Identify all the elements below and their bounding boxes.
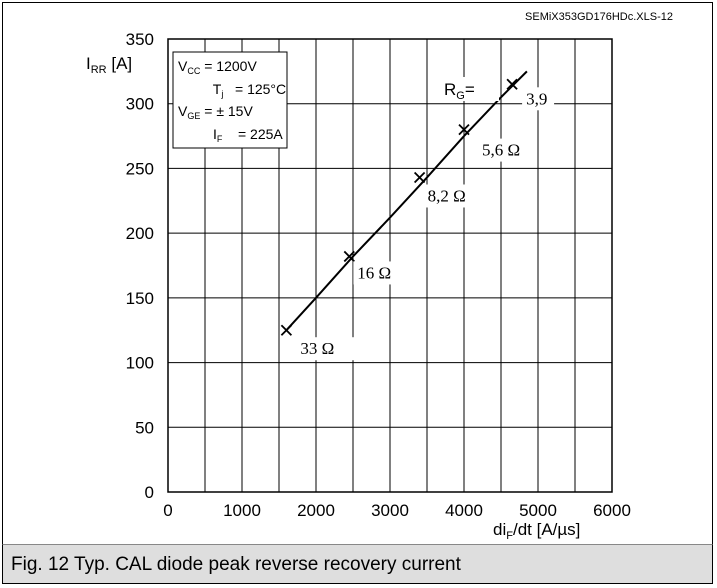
y-tick-label: 100 bbox=[126, 354, 154, 373]
marker: 33 Ω bbox=[280, 324, 357, 361]
y-tick-label: 200 bbox=[126, 224, 154, 243]
y-axis-label-unit: [A] bbox=[107, 54, 133, 73]
marker-label: 16 Ω bbox=[357, 263, 391, 282]
marker: 8,2 Ω bbox=[413, 171, 476, 208]
y-tick-label: 300 bbox=[126, 95, 154, 114]
x-tick-label: 3000 bbox=[371, 501, 409, 520]
marker-label: 8,2 Ω bbox=[428, 186, 466, 205]
y-axis-label-subscript: RR bbox=[91, 64, 107, 76]
figure-caption: Fig. 12 Typ. CAL diode peak reverse reco… bbox=[11, 554, 461, 575]
x-axis-label-subscript: F bbox=[506, 530, 513, 542]
marker-label: 33 Ω bbox=[300, 339, 334, 358]
markers: 33 Ω 16 Ω 8,2 Ω 5,6 Ω 3,9 bbox=[280, 78, 555, 361]
figure-id: SEMiX353GD176HDc.XLS-12 bbox=[525, 11, 673, 23]
x-axis-label: diF/dt [A/µs] bbox=[493, 520, 580, 542]
rg-label: RG= bbox=[444, 80, 475, 102]
condition-tj: Tj = 125°C bbox=[178, 81, 313, 99]
condition-vge: VGE = ± 15V bbox=[178, 103, 253, 121]
y-tick-label: 50 bbox=[135, 418, 154, 437]
x-tick-label: 5000 bbox=[519, 501, 557, 520]
y-tick-label: 0 bbox=[145, 483, 154, 502]
x-axis-label-prefix: di bbox=[493, 520, 506, 539]
marker: 3,9 bbox=[506, 78, 555, 111]
axes bbox=[167, 38, 613, 493]
x-axis-label-unit: /dt [A/µs] bbox=[513, 520, 580, 539]
x-tick-label: 4000 bbox=[445, 501, 483, 520]
y-tick-label: 150 bbox=[126, 289, 154, 308]
x-tick-label: 1000 bbox=[223, 501, 261, 520]
marker-label: 5,6 Ω bbox=[482, 141, 520, 160]
x-tick-label: 2000 bbox=[297, 501, 335, 520]
conditions-box: VCC = 1200V Tj = 125°C VGE = ± 15V IF = … bbox=[172, 51, 313, 149]
y-tick-label: 350 bbox=[126, 30, 154, 49]
chart: 0 1000 2000 3000 4000 5000 6000 0 50 100 150 200 25… bbox=[86, 11, 673, 542]
y-axis-label-symbol: I bbox=[86, 54, 91, 73]
condition-vcc: VCC = 1200V bbox=[178, 58, 257, 76]
plot-border bbox=[167, 38, 613, 493]
x-tick-label: 6000 bbox=[593, 501, 631, 520]
marker-label: 3,9 bbox=[526, 89, 547, 108]
y-tick-label: 250 bbox=[126, 159, 154, 178]
y-tick-labels: 0 50 100 150 200 250 300 350 bbox=[126, 30, 154, 502]
x-tick-labels: 0 1000 2000 3000 4000 5000 6000 bbox=[163, 501, 631, 520]
x-tick-label: 0 bbox=[163, 501, 172, 520]
condition-if: IF = 225A bbox=[178, 126, 309, 144]
rg-label-group: RG= bbox=[439, 77, 499, 102]
caption-bar: Fig. 12 Typ. CAL diode peak reverse reco… bbox=[2, 544, 713, 584]
marker: 16 Ω bbox=[343, 250, 396, 285]
series-line bbox=[285, 70, 528, 331]
y-axis-label: IRR [A] bbox=[86, 54, 132, 76]
marker: 5,6 Ω bbox=[458, 123, 534, 162]
series bbox=[285, 70, 528, 331]
